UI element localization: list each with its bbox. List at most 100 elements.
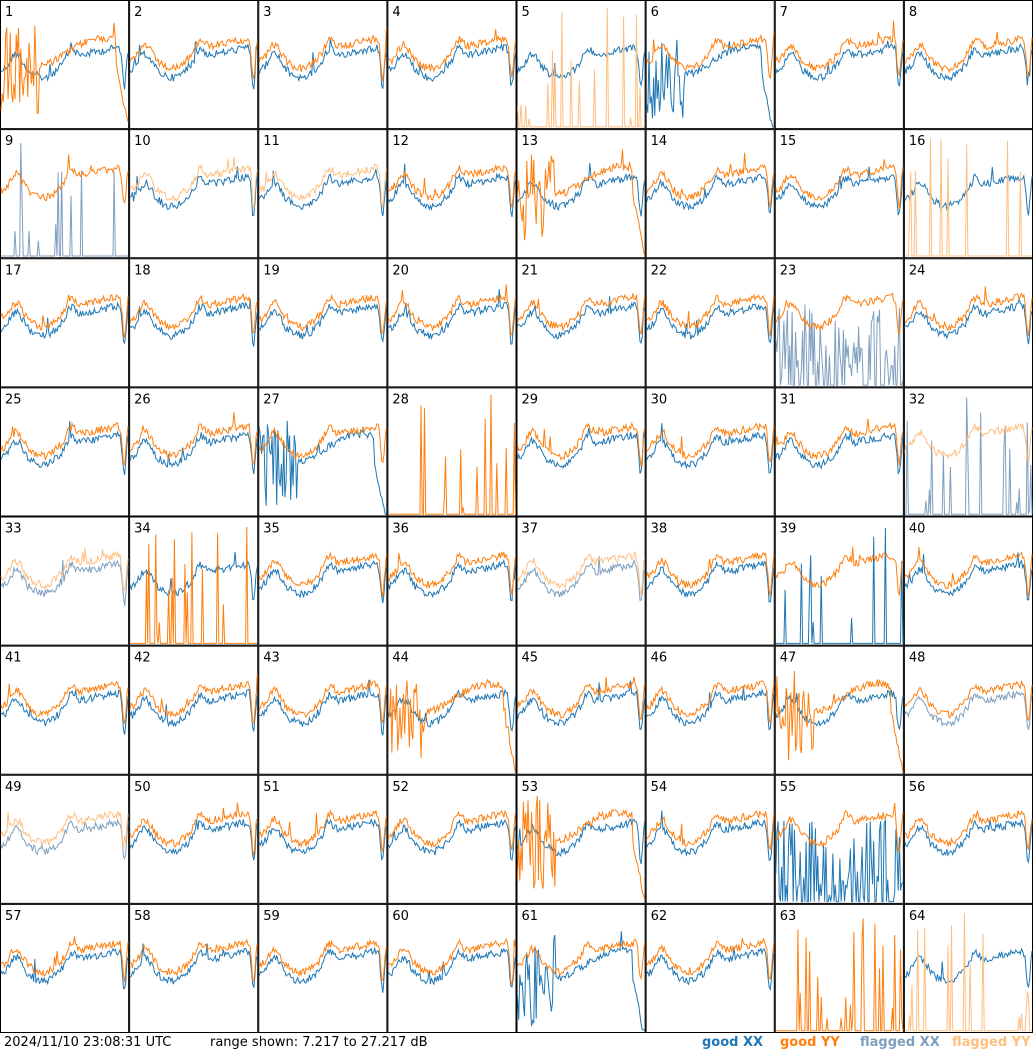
series-yy bbox=[775, 802, 904, 853]
panel-frame bbox=[516, 0, 646, 130]
legend-good-xx: good XX bbox=[702, 1035, 764, 1050]
series-xx bbox=[0, 42, 129, 90]
series-xx bbox=[904, 690, 1033, 730]
series-xx bbox=[258, 37, 387, 89]
panel-label: 24 bbox=[909, 263, 926, 278]
series-yy bbox=[904, 138, 1032, 257]
legend-flagged-yy: flagged YY bbox=[952, 1035, 1031, 1050]
panel-frame bbox=[0, 645, 130, 775]
panel-60: 60 bbox=[387, 903, 517, 1033]
panel-label: 19 bbox=[263, 263, 280, 278]
panel-49: 49 bbox=[0, 774, 130, 904]
panel-56: 56 bbox=[903, 774, 1033, 904]
panel-frame bbox=[0, 774, 130, 904]
series-xx bbox=[517, 818, 646, 865]
series-yy bbox=[387, 551, 516, 596]
series-xx bbox=[259, 679, 387, 736]
series-xx bbox=[775, 527, 904, 644]
panel-frame bbox=[0, 258, 130, 388]
panel-label: 21 bbox=[522, 263, 539, 278]
panel-42: 42 bbox=[129, 645, 259, 775]
series-yy bbox=[0, 421, 129, 466]
panel-frame bbox=[129, 387, 259, 517]
panel-label: 6 bbox=[651, 5, 659, 20]
panel-label: 10 bbox=[134, 134, 151, 149]
series-yy bbox=[0, 548, 129, 591]
series-yy bbox=[387, 284, 516, 336]
series-xx bbox=[646, 947, 775, 992]
series-xx bbox=[0, 420, 129, 476]
series-xx bbox=[904, 397, 1033, 515]
series-yy bbox=[775, 918, 904, 1032]
panel-9: 9 bbox=[0, 129, 130, 259]
series-xx bbox=[0, 559, 129, 607]
series-xx bbox=[258, 303, 387, 344]
panel-frame bbox=[516, 129, 646, 259]
panel-frame bbox=[0, 0, 130, 130]
panel-frame bbox=[645, 774, 775, 904]
panel-label: 15 bbox=[780, 134, 797, 149]
panel-54: 54 bbox=[645, 774, 775, 904]
series-xx bbox=[387, 42, 516, 86]
panel-46: 46 bbox=[645, 645, 775, 775]
series-yy bbox=[0, 22, 129, 123]
series-yy bbox=[129, 157, 258, 210]
series-xx bbox=[258, 168, 387, 217]
panel-23: 23 bbox=[774, 258, 904, 388]
series-xx bbox=[129, 552, 258, 600]
panel-label: 47 bbox=[780, 651, 797, 666]
series-xx bbox=[0, 301, 129, 345]
series-yy bbox=[129, 673, 258, 724]
series-xx bbox=[129, 41, 258, 90]
panel-27: 27 bbox=[258, 387, 388, 517]
panel-label: 61 bbox=[522, 909, 539, 924]
series-xx bbox=[646, 685, 775, 731]
series-xx bbox=[775, 431, 904, 476]
panel-frame bbox=[645, 903, 775, 1033]
series-yy bbox=[646, 422, 775, 463]
panel-label: 35 bbox=[263, 522, 280, 537]
panel-label: 11 bbox=[263, 134, 280, 149]
panel-1: 1 bbox=[0, 0, 130, 130]
series-yy bbox=[646, 152, 775, 208]
panel-label: 38 bbox=[651, 522, 668, 537]
series-yy bbox=[517, 676, 646, 721]
series-yy bbox=[904, 680, 1033, 722]
series-yy bbox=[258, 293, 387, 335]
panel-frame bbox=[0, 387, 130, 517]
series-yy bbox=[258, 551, 387, 598]
series-yy bbox=[775, 292, 904, 336]
panel-frame bbox=[645, 387, 775, 517]
panel-19: 19 bbox=[258, 258, 388, 388]
series-xx bbox=[258, 420, 387, 515]
panel-frame bbox=[129, 0, 259, 130]
panel-28: 28 bbox=[387, 387, 517, 517]
series-yy bbox=[646, 809, 775, 851]
panel-label: 17 bbox=[5, 263, 22, 278]
panel-32: 32 bbox=[903, 387, 1033, 517]
panel-35: 35 bbox=[258, 516, 388, 646]
panel-frame bbox=[258, 903, 388, 1033]
panel-frame bbox=[516, 258, 646, 388]
series-xx bbox=[646, 423, 775, 474]
series-yy bbox=[0, 810, 129, 851]
series-yy bbox=[388, 164, 516, 208]
panel-4: 4 bbox=[387, 0, 517, 130]
series-xx bbox=[258, 560, 387, 604]
panel-frame bbox=[645, 645, 775, 775]
panel-frame bbox=[387, 645, 517, 775]
series-yy bbox=[904, 809, 1033, 850]
panel-label: 30 bbox=[651, 392, 668, 407]
series-xx bbox=[904, 947, 1033, 988]
panel-label: 4 bbox=[392, 5, 400, 20]
panel-label: 52 bbox=[392, 780, 409, 795]
panel-22: 22 bbox=[645, 258, 775, 388]
panel-label: 5 bbox=[522, 5, 530, 20]
panel-15: 15 bbox=[774, 129, 904, 259]
series-yy bbox=[904, 31, 1033, 77]
series-yy bbox=[258, 938, 387, 981]
series-yy bbox=[775, 418, 904, 466]
series-yy bbox=[904, 286, 1033, 336]
panel-55: 55 bbox=[774, 774, 904, 904]
series-yy bbox=[646, 937, 775, 980]
